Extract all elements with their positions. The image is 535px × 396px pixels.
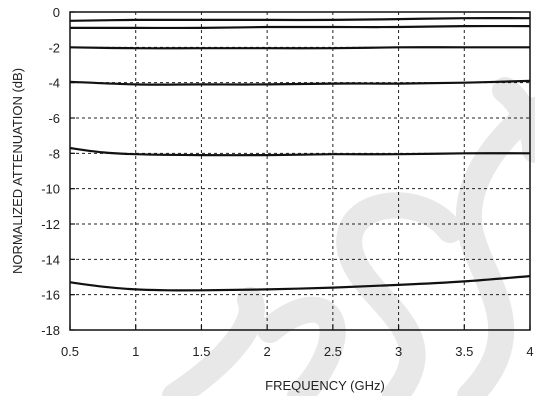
series-line-3 bbox=[69, 46, 530, 50]
watermark-stroke-3 bbox=[455, 97, 535, 396]
series-line-4 bbox=[69, 79, 531, 86]
x-tick-label: 1 bbox=[132, 344, 139, 359]
series-line-2 bbox=[70, 24, 531, 30]
y-tick-label: -2 bbox=[48, 40, 60, 55]
plot-frame bbox=[69, 11, 531, 331]
x-tick-label: 0.5 bbox=[61, 344, 79, 359]
y-axis: 0 -2 -4 -6 -8 -10 -12 -14 -16 -18 bbox=[41, 5, 75, 338]
watermark bbox=[162, 77, 535, 396]
y-tick-label: -8 bbox=[48, 146, 60, 161]
x-tick-label: 2.5 bbox=[324, 344, 342, 359]
x-tick-label: 3 bbox=[395, 344, 402, 359]
x-tick-label: 3.5 bbox=[455, 344, 473, 359]
watermark-stroke-1 bbox=[257, 296, 346, 396]
series-line-1 bbox=[69, 17, 531, 22]
y-tick-label: -14 bbox=[41, 252, 60, 267]
x-axis: 0.5 1 1.5 2 2.5 3 3.5 4 bbox=[61, 325, 534, 359]
y-tick-label: 0 bbox=[53, 5, 60, 20]
y-axis-title: NORMALIZED ATTENUATION (dB) bbox=[10, 68, 25, 274]
watermark-stroke-2 bbox=[336, 192, 463, 396]
series-layer bbox=[69, 17, 531, 292]
x-tick-label: 4 bbox=[526, 344, 533, 359]
y-tick-label: -18 bbox=[41, 323, 60, 338]
y-tick-label: -6 bbox=[48, 111, 60, 126]
x-tick-label: 2 bbox=[264, 344, 271, 359]
y-tick-label: -4 bbox=[48, 76, 60, 91]
y-tick-label: -16 bbox=[41, 288, 60, 303]
series-line-5 bbox=[69, 146, 531, 157]
y-tick-label: -12 bbox=[41, 217, 60, 232]
watermark-stroke-0 bbox=[162, 287, 265, 396]
y-tick-label: -10 bbox=[41, 182, 60, 197]
x-axis-title: FREQUENCY (GHz) bbox=[265, 378, 385, 393]
series-line-6 bbox=[69, 275, 531, 292]
x-tick-label: 1.5 bbox=[192, 344, 210, 359]
